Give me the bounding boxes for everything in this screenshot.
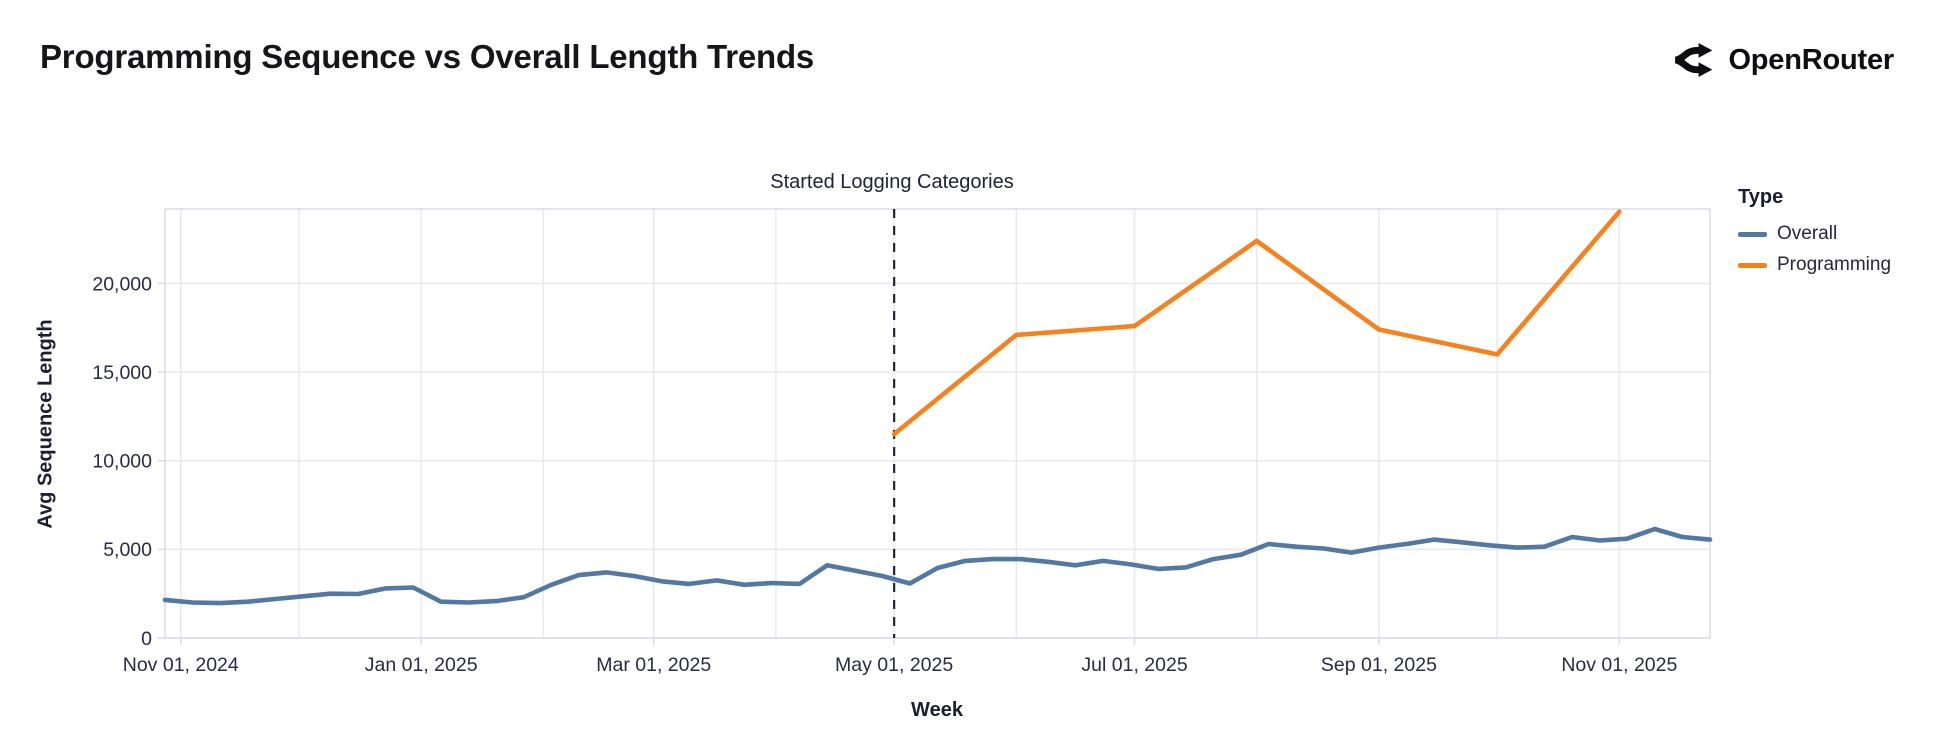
page-title: Programming Sequence vs Overall Length T… — [40, 38, 815, 75]
legend-item-overall[interactable]: Overall — [1738, 223, 1891, 245]
overall-line[interactable] — [162, 526, 1713, 606]
programming-line[interactable] — [891, 209, 1622, 437]
x-tick-label: May 01, 2025 — [835, 654, 953, 676]
legend: Type Overall Programming — [1738, 186, 1891, 285]
openrouter-icon — [1672, 38, 1716, 82]
legend-items: Overall Programming — [1738, 223, 1891, 276]
y-tick-label: 5,000 — [103, 539, 152, 561]
plot-area[interactable] — [165, 209, 1710, 638]
y-tick-label: 15,000 — [92, 362, 152, 384]
legend-label: Overall — [1777, 223, 1838, 244]
x-tick-label: Mar 01, 2025 — [596, 654, 711, 676]
legend-swatch-overall — [1738, 231, 1767, 237]
legend-item-programming[interactable]: Programming — [1738, 254, 1891, 276]
legend-title: Type — [1738, 186, 1784, 208]
plot-border — [164, 208, 1711, 639]
annotation-label: Started Logging Categories — [770, 171, 1014, 193]
y-tick-label: 0 — [141, 628, 152, 650]
y-tick-label: 20,000 — [92, 273, 152, 295]
x-tick-label: Jan 01, 2025 — [365, 654, 478, 676]
brand-name: OpenRouter — [1728, 43, 1894, 76]
legend-swatch-programming — [1738, 262, 1767, 268]
x-tick-label: Nov 01, 2025 — [1561, 654, 1677, 676]
x-tick-label: Sep 01, 2025 — [1321, 654, 1437, 676]
x-tick-label: Jul 01, 2025 — [1081, 654, 1187, 676]
brand-logo: OpenRouter — [1672, 38, 1894, 82]
x-axis-title: Week — [911, 699, 963, 721]
y-axis-title: Avg Sequence Length — [34, 319, 57, 529]
x-tick-label: Nov 01, 2024 — [123, 654, 239, 676]
legend-label: Programming — [1777, 254, 1892, 275]
y-tick-label: 10,000 — [92, 451, 152, 473]
